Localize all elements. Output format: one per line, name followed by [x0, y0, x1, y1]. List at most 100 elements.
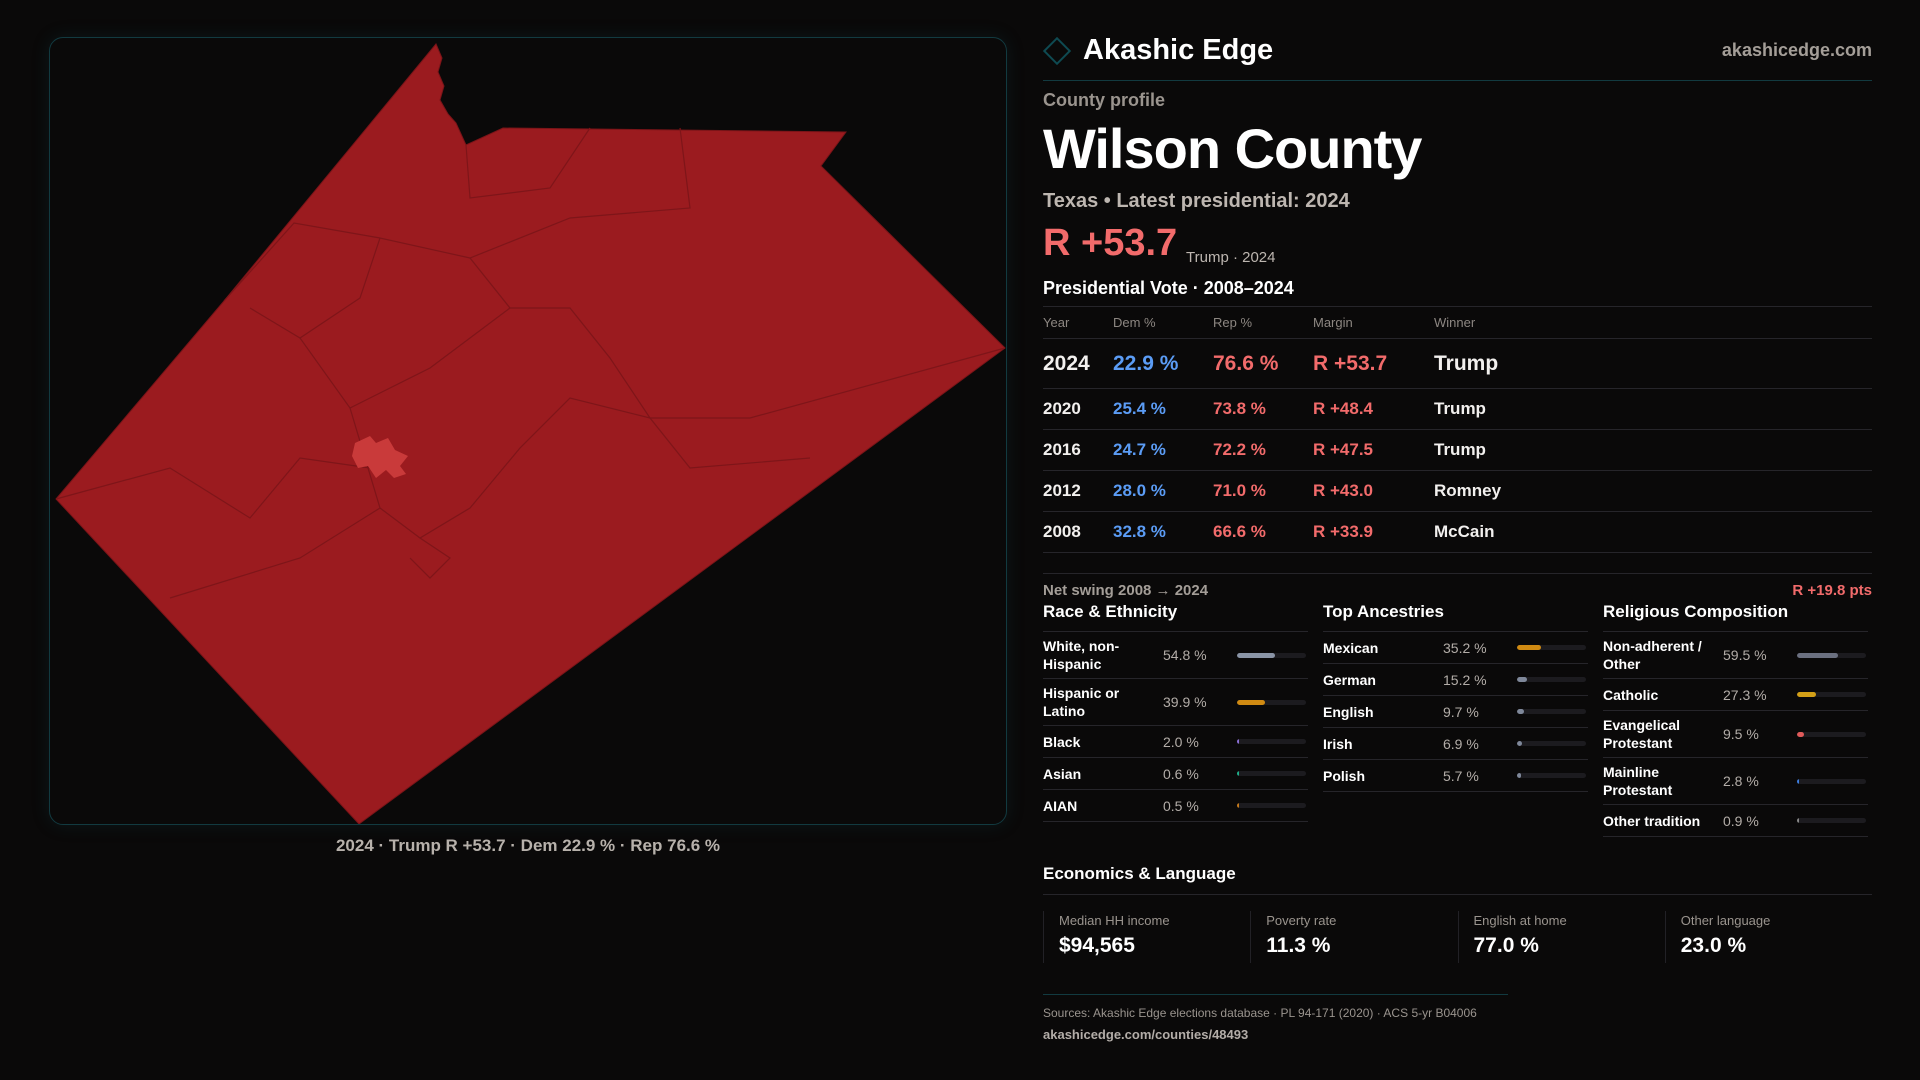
stat-bar	[1517, 709, 1586, 714]
map-caption: 2024 · Trump R +53.7 · Dem 22.9 % · Rep …	[335, 836, 721, 855]
stat-bar-fill	[1517, 741, 1522, 746]
table-row[interactable]: 2020 25.4 % 73.8 % R +48.4 Trump	[1043, 389, 1872, 430]
cell-rep: 71.0 %	[1213, 481, 1266, 500]
stat-row: White, non-Hispanic 54.8 %	[1043, 632, 1308, 679]
stat-value: 9.5 %	[1723, 726, 1759, 742]
econ-card-label: Poverty rate	[1266, 913, 1337, 928]
table-row[interactable]: 2008 32.8 % 66.6 % R +33.9 McCain	[1043, 512, 1872, 553]
diamond-logo-icon	[1042, 36, 1072, 65]
column-header: Dem %	[1113, 315, 1156, 330]
econ-card-label: Other language	[1680, 913, 1771, 928]
cell-dem: 28.0 %	[1113, 481, 1166, 500]
econ-card: English at home 77.0 %	[1457, 911, 1665, 963]
stat-label: Other tradition	[1603, 812, 1701, 829]
cell-year: 2020	[1043, 399, 1081, 418]
stat-row: English 9.7 %	[1323, 696, 1588, 728]
stat-bar	[1797, 652, 1866, 658]
stat-bar	[1797, 692, 1866, 697]
brand-logo[interactable]: Akashic Edge	[1042, 34, 1273, 67]
county-seat-shape	[352, 436, 408, 478]
sources-text: Sources: Akashic Edge elections database…	[1043, 1006, 1477, 1020]
stat-row: Mexican 35.2 %	[1323, 632, 1588, 664]
stat-bar-fill	[1237, 771, 1239, 776]
cell-margin: R +33.9	[1313, 522, 1374, 541]
section-title: Race & Ethnicity	[1043, 600, 1308, 632]
table-row[interactable]: 2012 28.0 % 71.0 % R +43.0 Romney	[1043, 471, 1872, 512]
econ-card-value: 23.0 %	[1680, 934, 1747, 957]
stat-label: Irish	[1323, 735, 1353, 752]
table-row[interactable]: 2024 22.9 % 76.6 % R +53.7 Trump	[1043, 339, 1872, 389]
column-header: Rep %	[1213, 315, 1253, 330]
stat-bar	[1517, 773, 1586, 778]
stat-row: German 15.2 %	[1323, 664, 1588, 696]
section-ancestry: Top Ancestries Mexican 35.2 % German 15.2 % E…	[1323, 600, 1588, 792]
cell-year: 2024	[1043, 351, 1090, 375]
cell-year: 2012	[1043, 481, 1081, 500]
stat-label: Evangelical Protestant	[1603, 717, 1681, 751]
divider	[1043, 80, 1872, 81]
cell-rep: 73.8 %	[1213, 399, 1266, 418]
stat-bar-fill	[1237, 803, 1239, 808]
stat-value: 27.3 %	[1723, 686, 1767, 703]
stat-label: Catholic	[1603, 686, 1659, 703]
stat-row: Polish 5.7 %	[1323, 760, 1588, 792]
econ-card: Other language 23.0 %	[1664, 911, 1872, 963]
cell-winner: Trump	[1434, 399, 1486, 418]
county-url-link[interactable]: akashicedge.com/counties/48493	[1043, 1027, 1249, 1042]
cell-margin: R +53.7	[1313, 351, 1388, 375]
footer-divider	[1043, 994, 1508, 995]
net-swing: Net swing 2008 → 2024 R +19.8 pts	[1043, 573, 1872, 599]
stat-bar-fill	[1517, 773, 1521, 778]
stat-bar-fill	[1517, 677, 1528, 682]
stat-bar-fill	[1797, 731, 1804, 737]
stat-value: 59.5 %	[1723, 647, 1767, 663]
stat-row: Mainline Protestant 2.8 %	[1603, 758, 1868, 805]
stat-row: Hispanic or Latino 39.9 %	[1043, 679, 1308, 726]
stat-bar-fill	[1797, 652, 1839, 658]
econ-card-label: Median HH income	[1059, 913, 1170, 928]
stat-label: Mexican	[1323, 639, 1379, 656]
cell-year: 2008	[1043, 522, 1081, 541]
stat-row: Irish 6.9 %	[1323, 728, 1588, 760]
stat-bar	[1237, 803, 1306, 808]
site-link[interactable]: akashicedge.com	[1721, 40, 1872, 60]
economics-title: Economics & Language	[1043, 864, 1872, 895]
stat-bar	[1237, 739, 1306, 744]
cell-winner: Trump	[1434, 440, 1486, 459]
headline-margin-note: Trump · 2024	[1186, 249, 1276, 266]
stat-value: 2.8 %	[1723, 773, 1759, 789]
stat-bar	[1797, 778, 1866, 784]
stat-value: 15.2 %	[1443, 671, 1487, 688]
page-title: Wilson County	[1043, 117, 1422, 180]
stat-bar	[1797, 818, 1866, 823]
county-shape[interactable]	[55, 43, 1006, 824]
stat-bar	[1517, 677, 1586, 682]
precinct-boundaries	[55, 127, 1006, 599]
page-subtitle: Texas • Latest presidential: 2024	[1043, 190, 1350, 212]
profile-panel: Akashic Edge akashicedge.com County prof…	[1042, 0, 1872, 1080]
stat-bar-fill	[1797, 778, 1799, 784]
stat-row: Asian 0.6 %	[1043, 758, 1308, 790]
econ-card: Median HH income $94,565	[1043, 911, 1250, 963]
econ-card-value: 77.0 %	[1473, 934, 1539, 957]
stat-row: Other tradition 0.9 %	[1603, 805, 1868, 837]
county-map[interactable]	[50, 38, 1007, 825]
vote-table: Year Dem % Rep % Margin Winner 2024 22.9 % 76.6…	[1043, 306, 1872, 553]
stat-label: Polish	[1323, 767, 1366, 784]
stat-label: Black	[1043, 733, 1081, 750]
column-header: Winner	[1434, 315, 1476, 330]
stat-bar	[1517, 645, 1586, 650]
stat-label: Hispanic or Latino	[1043, 685, 1120, 719]
stat-bar-fill	[1237, 652, 1275, 658]
stat-bar-fill	[1237, 699, 1265, 705]
stat-label: German	[1323, 671, 1376, 688]
stat-row: Black 2.0 %	[1043, 726, 1308, 758]
stat-row: AIAN 0.5 %	[1043, 790, 1308, 822]
stat-bar	[1517, 741, 1586, 746]
stat-label: White, non-Hispanic	[1043, 638, 1120, 672]
table-row[interactable]: 2016 24.7 % 72.2 % R +47.5 Trump	[1043, 430, 1872, 471]
stat-label: English	[1323, 703, 1374, 720]
stat-row: Catholic 27.3 %	[1603, 679, 1868, 711]
stat-bar-fill	[1517, 645, 1542, 650]
cell-dem: 25.4 %	[1113, 399, 1166, 418]
